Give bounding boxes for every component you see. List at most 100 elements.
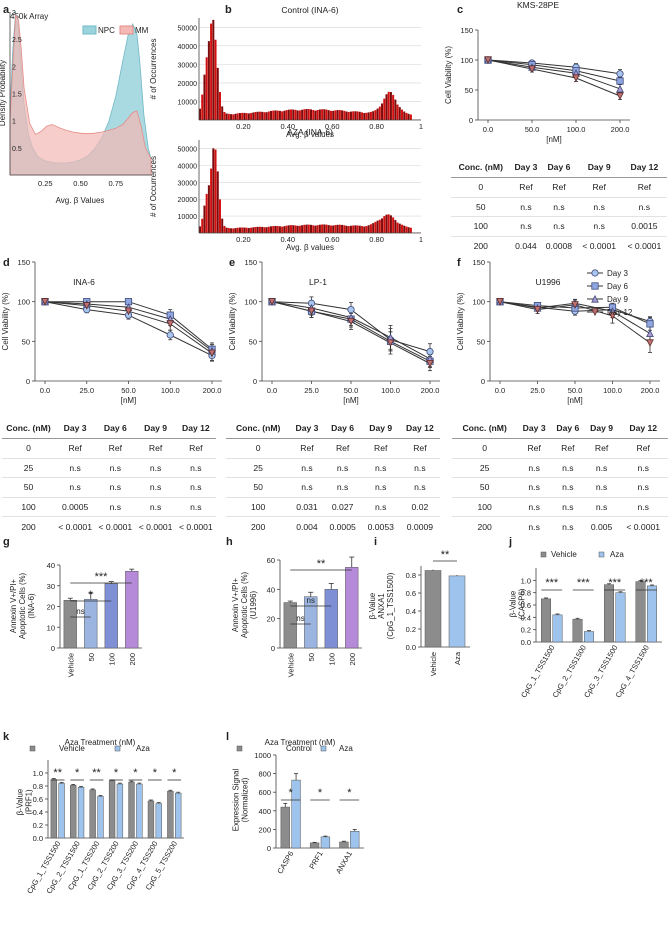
legend-vehicle-label: Vehicle [551, 550, 577, 559]
histogram-bar [345, 225, 348, 233]
ytick-label: 0 [481, 377, 485, 386]
histogram-bar [336, 224, 339, 233]
table-cell: n.s [175, 497, 216, 518]
significance-label: ns [296, 614, 304, 623]
panel-a-xtick: 0.75 [108, 179, 123, 188]
histogram-bar [265, 112, 268, 120]
histogram-bar [265, 227, 268, 233]
bar-vehicle [50, 779, 57, 839]
hist-ytick: 50000 [178, 25, 198, 32]
table-cell: n.s [618, 458, 668, 479]
panel-i-ylabel: β-Value [368, 593, 377, 619]
hist-xtick: 0.20 [236, 235, 251, 244]
ytick-label: 0.0 [406, 643, 416, 652]
histogram-bar [234, 228, 237, 233]
histogram-bar [301, 225, 304, 233]
table-header: Day 3 [510, 157, 542, 178]
table-row: 50 n.s n.s n.s n.s [451, 197, 667, 218]
table-cell: Ref [55, 438, 96, 459]
panel-a-xlabel: Avg. β Values [56, 196, 105, 205]
significance-label: * [133, 767, 138, 779]
histogram-bar [354, 111, 357, 120]
ylabel: Cell Viability (%) [456, 292, 465, 350]
histogram-bar [403, 111, 406, 120]
table-row: 100 n.s n.s n.s 0.0015 [451, 216, 667, 237]
table-cell: 0.0008 [545, 241, 573, 252]
panel-l-ylabel: Expression Signal [232, 769, 241, 832]
ytick-label: 100 [460, 56, 473, 65]
ylabel: Cell Viability (%) [1, 292, 10, 350]
table-cell: n.s [95, 497, 136, 518]
panel-a-xtick: 0.25 [38, 179, 53, 188]
ytick-label: 1.0 [521, 576, 531, 585]
ytick-label: 100 [244, 298, 257, 307]
xtick-label: 100.0 [161, 386, 180, 395]
histogram-bar [221, 218, 224, 233]
significance-label: ** [53, 767, 62, 779]
data-point [616, 92, 624, 101]
significance-label: * [289, 787, 294, 799]
histogram-bar [254, 226, 257, 233]
table-header: Day 12 [175, 418, 216, 439]
data-point [124, 307, 133, 316]
histogram-bar [349, 225, 352, 233]
histogram-bar [327, 225, 330, 233]
panel-g-ylabel: Apoptotic Cells (%) [18, 572, 27, 639]
histogram-bar [216, 67, 219, 120]
table-cell: n.s [399, 477, 440, 498]
histogram-bar [363, 112, 366, 120]
xtick-label: 25.0 [530, 386, 545, 395]
panel-letter-d: d [3, 257, 10, 269]
hist-xtick: 0.40 [280, 235, 295, 244]
histogram-bar [316, 109, 319, 120]
histogram-bar [387, 91, 390, 120]
table-cell: Ref [541, 177, 577, 198]
ytick-label: 0.4 [521, 613, 531, 622]
table-cell: 0 [452, 438, 518, 459]
ytick-label: 60 [267, 556, 275, 565]
histogram-bar [250, 113, 253, 120]
bar-aza [647, 585, 657, 643]
histogram-bar [398, 223, 401, 233]
histogram-bar [392, 94, 395, 120]
histogram-bar [247, 113, 250, 120]
xtick-label: 0.0 [267, 386, 277, 395]
histogram-bar [294, 109, 297, 120]
histogram-bar [201, 218, 204, 233]
histogram-bar [218, 91, 221, 120]
histogram-bar [238, 227, 241, 233]
histogram-bar [290, 225, 293, 233]
panel-i-ylabel: (CpG_1_TSS1500) [386, 572, 395, 639]
table-cell: < 0.0001 [58, 521, 92, 532]
table-cell: Ref [361, 438, 400, 459]
table-cell: n.s [361, 458, 400, 479]
histogram-bar [307, 109, 310, 120]
data-point [533, 306, 542, 314]
panel-a-ytick: 1.5 [12, 92, 22, 99]
table-row: 50 n.s n.s n.s n.s [2, 477, 216, 498]
table-cell: 0.044 [515, 241, 537, 252]
table-cell: n.s [510, 216, 542, 237]
significance-label: * [172, 767, 177, 779]
table-cell: Ref [551, 438, 585, 459]
panel-letter-i: i [374, 536, 377, 548]
bar [448, 575, 466, 648]
histogram-bar [334, 110, 337, 120]
data-point [41, 298, 49, 306]
panel-letter-l: l [226, 731, 229, 743]
ytick-label: 1000 [254, 751, 271, 760]
ytick-label: 0.6 [406, 589, 416, 598]
table-cell: Ref [399, 438, 440, 459]
table-cell: 50 [452, 477, 518, 498]
xtick-label: CpG_3_TSS1500 [582, 644, 619, 700]
ytick-label: 0.8 [521, 589, 531, 598]
ytick-label: 0.2 [521, 626, 531, 635]
histogram-bar [263, 227, 266, 233]
histogram-bar [374, 110, 377, 120]
histogram-bar [245, 113, 248, 120]
histogram-bar [347, 226, 350, 233]
histogram-bar [232, 228, 235, 233]
hist-xlabel: Avg. β values [286, 243, 334, 252]
histogram-bar [283, 226, 286, 233]
legend-marker-day6 [591, 282, 599, 290]
